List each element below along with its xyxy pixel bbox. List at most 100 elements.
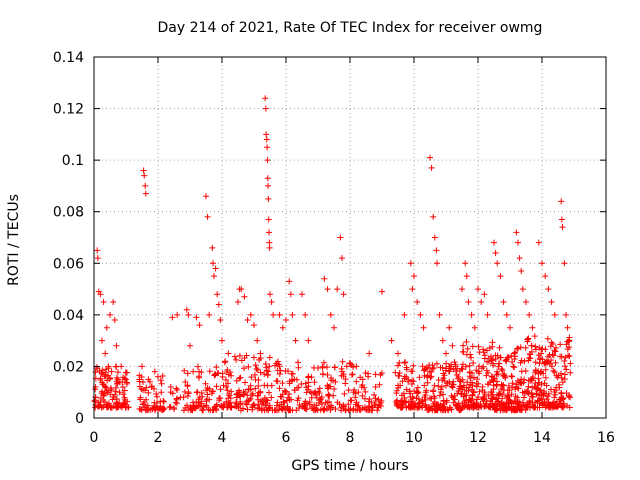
data-point — [210, 260, 217, 267]
data-point — [347, 397, 354, 404]
data-point — [251, 371, 258, 378]
data-point — [142, 182, 149, 189]
data-point — [331, 324, 337, 331]
data-point — [181, 367, 188, 374]
data-point — [557, 341, 564, 348]
data-point — [473, 367, 480, 374]
data-point — [397, 404, 404, 411]
data-point — [439, 364, 446, 371]
data-point — [213, 383, 220, 390]
data-point — [211, 371, 218, 378]
data-point — [274, 399, 281, 406]
data-point — [516, 399, 523, 406]
data-point — [536, 360, 543, 367]
data-point — [535, 370, 542, 377]
data-point — [334, 286, 341, 293]
data-point — [107, 384, 114, 391]
data-point — [521, 358, 528, 365]
data-point — [428, 373, 435, 380]
data-point — [104, 377, 111, 384]
data-point — [424, 379, 431, 386]
data-point — [315, 365, 322, 372]
data-point — [263, 396, 270, 403]
data-point — [440, 400, 447, 407]
data-point — [177, 394, 184, 401]
data-point — [463, 338, 470, 345]
data-point — [526, 354, 533, 361]
data-point — [518, 368, 525, 375]
data-point — [235, 387, 242, 394]
data-point — [118, 404, 125, 411]
data-point — [467, 351, 474, 358]
data-point — [483, 367, 490, 374]
data-point — [549, 351, 556, 358]
data-point — [158, 389, 165, 396]
data-point — [446, 324, 453, 331]
data-point — [463, 387, 470, 394]
data-point — [459, 376, 466, 383]
data-point — [217, 395, 224, 402]
data-point — [264, 175, 271, 182]
data-point — [298, 380, 305, 387]
y-tick-label: 0.06 — [53, 256, 84, 272]
data-point — [138, 374, 145, 381]
data-point — [412, 401, 419, 408]
data-point — [308, 394, 315, 401]
data-point — [319, 370, 326, 377]
data-point — [276, 311, 283, 318]
data-point — [535, 239, 542, 246]
data-point — [480, 363, 487, 370]
data-point — [508, 352, 515, 359]
data-point — [359, 382, 366, 389]
data-point — [267, 291, 273, 298]
data-point — [324, 385, 331, 392]
data-point — [459, 348, 466, 355]
data-point — [517, 359, 524, 366]
data-point — [453, 371, 460, 378]
data-point — [324, 382, 331, 389]
data-point — [508, 391, 515, 398]
data-point — [160, 397, 167, 404]
data-point — [98, 379, 105, 386]
data-point — [491, 239, 497, 246]
data-point — [375, 404, 382, 411]
data-point — [204, 384, 211, 391]
data-point — [217, 317, 224, 324]
data-point — [225, 350, 232, 357]
data-point — [185, 390, 192, 397]
data-point — [217, 386, 224, 393]
data-point — [194, 363, 201, 370]
data-point — [315, 388, 322, 395]
data-point — [419, 397, 426, 404]
data-point — [475, 404, 482, 411]
data-point — [507, 324, 513, 331]
data-point — [398, 392, 405, 399]
data-point — [415, 395, 422, 402]
data-point — [528, 342, 535, 349]
data-point — [475, 343, 482, 350]
data-point — [525, 377, 532, 384]
data-point — [532, 343, 539, 350]
data-point — [353, 399, 360, 406]
data-point — [353, 363, 360, 370]
data-point — [240, 388, 247, 395]
data-point — [249, 390, 256, 397]
data-point — [473, 383, 480, 390]
y-tick-label: 0.02 — [53, 359, 84, 375]
data-point — [543, 382, 550, 389]
data-point — [99, 337, 105, 344]
data-point — [295, 384, 302, 391]
data-point — [468, 311, 475, 318]
data-point — [236, 375, 243, 382]
data-point — [491, 375, 498, 382]
data-point — [504, 392, 511, 399]
data-point — [139, 401, 146, 408]
data-point — [345, 401, 352, 408]
data-point — [258, 398, 265, 405]
data-point — [238, 357, 245, 364]
data-point — [529, 394, 536, 401]
data-point — [460, 342, 467, 349]
data-point — [292, 337, 299, 344]
data-point — [515, 385, 522, 392]
data-point — [434, 260, 441, 267]
